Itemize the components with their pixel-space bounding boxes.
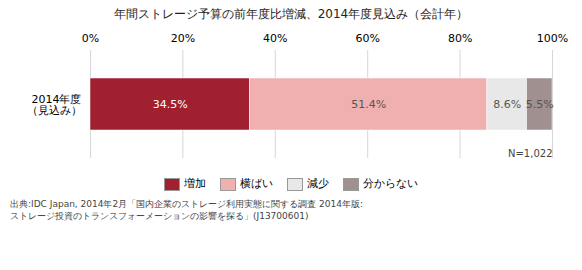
html-text:増加: 増加 — [184, 177, 206, 190]
svg-text:0%: 0% — [82, 32, 99, 45]
svg-text:51.4%: 51.4% — [351, 98, 386, 111]
svg-text:2014年度（見込み）: 2014年度（見込み） — [27, 93, 82, 117]
svg-text:8.6%: 8.6% — [493, 98, 521, 111]
html-text:ストレージ投資のトランスフォーメーションの影響を探る」(J1: ストレージ投資のトランスフォーメーションの影響を探る」(J13700601) — [10, 211, 309, 221]
svg-text:40%: 40% — [263, 32, 287, 45]
svg-text:5.5%: 5.5% — [526, 98, 554, 111]
html-text:横ばい: 横ばい — [240, 177, 273, 190]
html-text:分からない: 分からない — [363, 177, 418, 190]
svg-text:N=1,022: N=1,022 — [508, 148, 553, 159]
svg-text:20%: 20% — [171, 32, 195, 45]
svg-text:60%: 60% — [355, 32, 379, 45]
svg-text:34.5%: 34.5% — [153, 98, 188, 111]
svg-text:100%: 100% — [537, 32, 568, 45]
svg-text:80%: 80% — [448, 32, 472, 45]
html-text:年間ストレージ予算の前年度比増減、2014年度見込み（会計年: 年間ストレージ予算の前年度比増減、2014年度見込み（会計年） — [113, 7, 469, 21]
html-text:出典:IDC Japan, 2014年2月「国内企業のストレ: 出典:IDC Japan, 2014年2月「国内企業のストレージ利用実態に関する… — [10, 199, 363, 209]
html-text:減少: 減少 — [307, 177, 329, 190]
